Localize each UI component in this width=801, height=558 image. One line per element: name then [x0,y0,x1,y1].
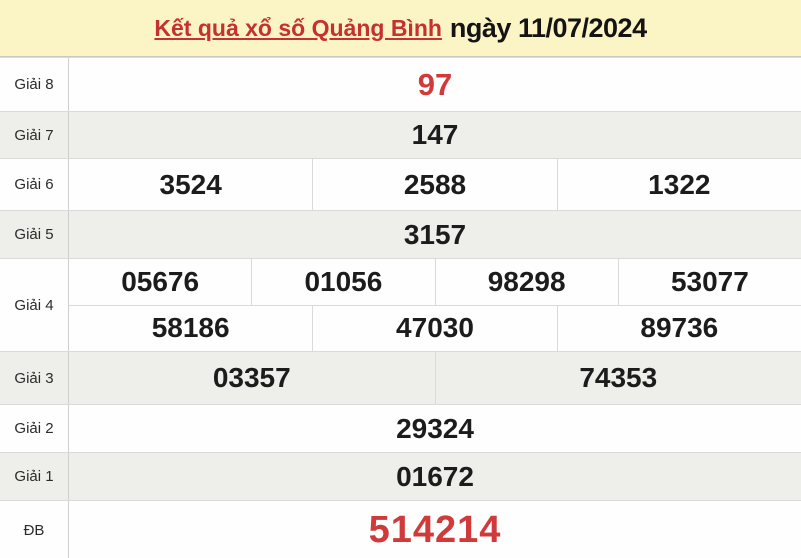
prize-number: 01056 [251,259,434,305]
results-date: ngày 11/07/2024 [449,12,647,43]
prize-label: ĐB [0,501,69,558]
prize-label: Giải 8 [0,58,69,111]
prize-number: 58186 [151,312,230,344]
prize-number: 89736 [556,305,801,351]
prize-label: Giải 1 [0,453,69,500]
prize-row-giai-5: Giải 5 3157 [0,210,801,258]
prize-row-giai-2: Giải 2 29324 [0,404,801,452]
prize-number: 3157 [403,218,467,250]
prize-number: 98298 [434,259,618,305]
prize-label: Giải 4 [0,259,69,351]
prize-number: 1322 [556,159,801,210]
prize-label: Giải 3 [0,352,69,404]
results-title-link[interactable]: Kết quả xổ số Quảng Bình [154,14,442,41]
prize-number: 29324 [396,412,474,444]
prize-number: 01672 [396,460,474,492]
prize-row-giai-3: Giải 3 03357 74353 [0,351,801,404]
prize-label: Giải 5 [0,211,69,258]
prize-row-giai-6: Giải 6 3524 2588 1322 [0,158,801,210]
prize-label: Giải 2 [0,405,69,452]
prize-number: 53077 [617,259,801,305]
prize-label: Giải 6 [0,159,69,210]
prize-number: 97 [417,66,453,102]
prize-number: 74353 [434,352,801,404]
prize-row-giai-1: Giải 1 01672 [0,452,801,500]
prize-number: 05676 [121,265,200,297]
prize-number: 2588 [312,159,556,210]
prize-number-special: 514214 [368,508,502,551]
prize-number: 03357 [212,362,291,393]
prize-number: 3524 [159,168,222,200]
results-header: Kết quả xổ số Quảng Bình ngày 11/07/2024 [0,0,801,57]
prize-row-giai-7: Giải 7 147 [0,111,801,158]
prize-number: 47030 [312,305,556,351]
prize-number: 147 [411,119,459,150]
prize-label: Giải 7 [0,112,69,158]
prize-row-giai-4: Giải 4 05676 01056 98298 53077 58186 470… [0,258,801,351]
prize-row-dac-biet: ĐB 514214 [0,500,801,558]
prize-row-giai-8: Giải 8 97 [0,57,801,111]
